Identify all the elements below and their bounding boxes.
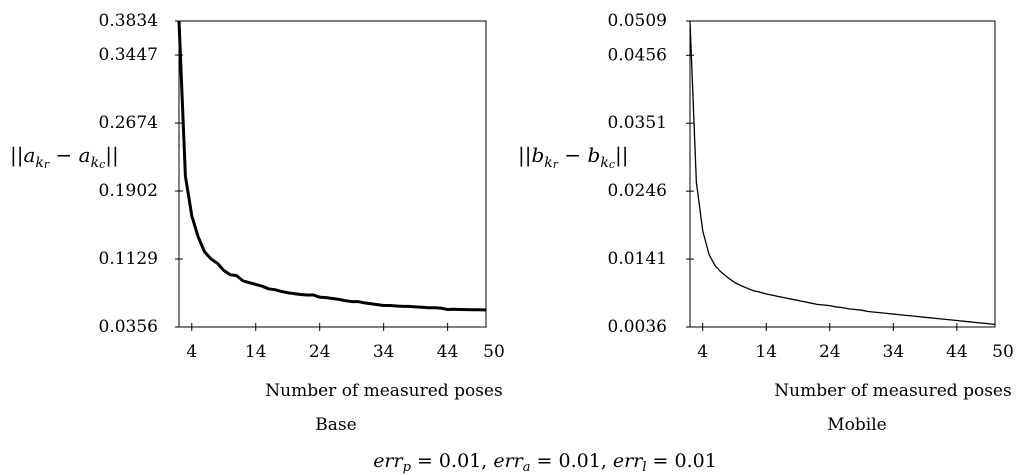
y-tick-label: 0.2674 xyxy=(99,113,158,133)
chart-caption: Base xyxy=(315,415,356,435)
x-tick-group: 4 14 24 34 44 50 xyxy=(697,323,1014,362)
plot-frame xyxy=(178,20,487,328)
x-tick-label: 50 xyxy=(483,342,505,362)
x-axis-label: Number of measured poses xyxy=(265,381,502,401)
plot-frame xyxy=(689,20,996,328)
mobile-chart: 0.0509 0.0456 0.0351 0.0246 0.0141 0.0036 4 14… xyxy=(518,11,1014,435)
x-tick-label: 44 xyxy=(437,342,459,362)
chart-caption: Mobile xyxy=(827,415,886,435)
y-tick-label: 0.0036 xyxy=(608,317,667,337)
y-tick-label: 0.0351 xyxy=(608,113,667,133)
y-tick-label: 0.1902 xyxy=(99,181,158,201)
y-tick-label: 0.0356 xyxy=(99,317,158,337)
mobile-series-line xyxy=(689,20,996,326)
y-axis-label: ||bkr − bkc|| xyxy=(518,143,628,171)
y-axis-label: ||akr − akc|| xyxy=(10,143,119,171)
x-tick-label: 14 xyxy=(755,342,777,362)
x-axis-label: Number of measured poses xyxy=(774,381,1011,401)
y-tick-label: 0.3447 xyxy=(99,45,158,65)
base-series-line xyxy=(177,20,487,312)
x-tick-label: 24 xyxy=(309,342,331,362)
x-tick-group: 4 14 24 34 44 50 xyxy=(186,323,505,362)
y-tick-label: 0.1129 xyxy=(99,249,158,269)
base-chart: 0.3834 0.3447 0.2674 0.1902 0.1129 0.0356 4 14… xyxy=(10,11,505,435)
x-tick-label: 34 xyxy=(883,342,905,362)
y-tick-label: 0.0246 xyxy=(608,181,667,201)
y-tick-label: 0.0141 xyxy=(608,249,667,269)
x-tick-label: 34 xyxy=(373,342,395,362)
y-tick-label: 0.0456 xyxy=(608,45,667,65)
parameter-formula: errp = 0.01, erra = 0.01, errl = 0.01 xyxy=(373,450,717,475)
y-tick-group: 0.3834 0.3447 0.2674 0.1902 0.1129 0.0356 xyxy=(99,11,183,337)
x-tick-label: 44 xyxy=(946,342,968,362)
y-tick-group: 0.0509 0.0456 0.0351 0.0246 0.0141 0.0036 xyxy=(608,11,694,337)
y-tick-label: 0.3834 xyxy=(99,11,158,31)
x-tick-label: 4 xyxy=(697,342,708,362)
x-tick-label: 50 xyxy=(992,342,1014,362)
x-tick-label: 14 xyxy=(245,342,267,362)
x-tick-label: 24 xyxy=(819,342,841,362)
x-tick-label: 4 xyxy=(186,342,197,362)
y-tick-label: 0.0509 xyxy=(608,11,667,31)
